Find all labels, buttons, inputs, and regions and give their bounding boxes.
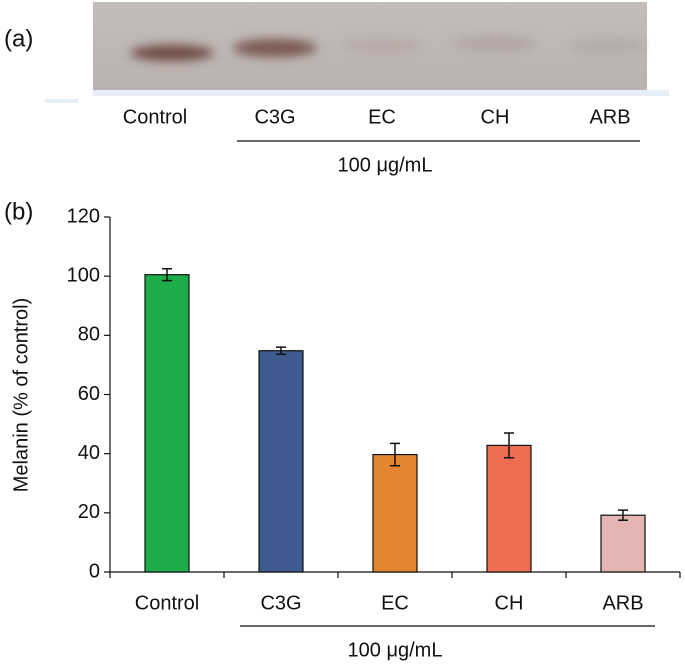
y-tick-label: 60 xyxy=(78,383,100,405)
panel-label: (a) xyxy=(4,25,33,52)
y-tick-label: 100 xyxy=(67,264,100,286)
y-tick-label: 0 xyxy=(89,560,100,582)
lane-label: EC xyxy=(368,106,396,128)
error-bar xyxy=(504,432,514,459)
y-tick-label: 20 xyxy=(78,501,100,523)
bar xyxy=(486,444,532,573)
lane-label: ARB xyxy=(589,106,630,128)
gel-edge xyxy=(45,99,78,103)
y-tick-label: 40 xyxy=(78,442,100,464)
x-tick-label: EC xyxy=(381,592,409,614)
y-tick-label: 80 xyxy=(78,324,100,346)
group-label: 100 μg/mL xyxy=(348,639,443,661)
bar xyxy=(258,350,304,573)
gel-bands xyxy=(130,36,645,61)
lane-label: Control xyxy=(123,106,187,128)
error-bar xyxy=(276,346,286,356)
error-bar xyxy=(618,509,628,521)
gel-edge xyxy=(93,90,669,96)
x-tick-label: Control xyxy=(135,592,199,614)
bar xyxy=(600,514,646,573)
x-tick-label: C3G xyxy=(260,592,301,614)
x-tick-label: CH xyxy=(495,592,524,614)
error-bar xyxy=(162,268,172,282)
y-axis-label: Melanin (% of control) xyxy=(10,298,32,493)
panel-label: (b) xyxy=(4,198,33,225)
x-tick-label: ARB xyxy=(602,592,643,614)
lane-label: CH xyxy=(481,106,510,128)
bar xyxy=(372,453,418,573)
lane-label: C3G xyxy=(254,106,295,128)
error-bar xyxy=(390,442,400,467)
group-label: 100 μg/mL xyxy=(338,154,433,176)
y-tick-label: 120 xyxy=(67,205,100,227)
bar xyxy=(144,274,190,573)
